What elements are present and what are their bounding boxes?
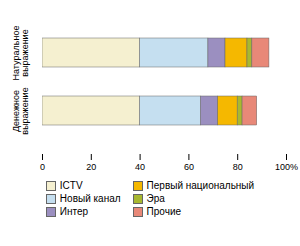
svg-text:100%: 100% [275, 162, 298, 172]
svg-text:0: 0 [40, 162, 45, 172]
html-text:Первый национальный: Первый национальный [146, 180, 255, 191]
svg-text:20: 20 [86, 162, 96, 172]
html-text:ICTV: ICTV [59, 180, 83, 191]
svg-text:80: 80 [233, 162, 243, 172]
html-text:Эра: Эра [146, 193, 165, 204]
html-text:Новый канал: Новый канал [59, 193, 121, 204]
html-text:Прочие: Прочие [146, 206, 181, 217]
svg-text:Денежноевыражение: Денежноевыражение [11, 87, 30, 134]
svg-text:40: 40 [135, 162, 145, 172]
svg-text:60: 60 [184, 162, 194, 172]
html-text:Интер: Интер [59, 206, 89, 217]
svg-text:Натуральноевыражение: Натуральноевыражение [11, 26, 30, 81]
